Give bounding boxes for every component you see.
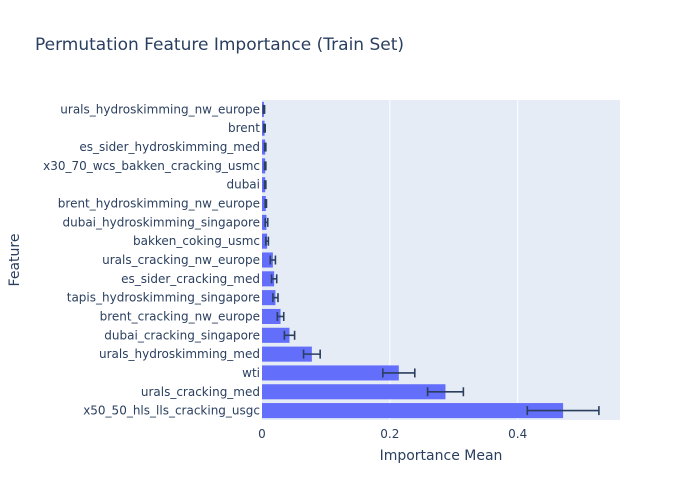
y-tick-label: urals_hydroskimming_nw_europe [60,102,260,116]
chart-title: Permutation Feature Importance (Train Se… [35,35,404,55]
error-bar [276,311,285,321]
error-bar [283,330,296,340]
y-tick-label: brent_hydroskimming_nw_europe [58,197,260,211]
y-tick-label: brent [228,121,260,135]
y-tick-label: es_sider_hydroskimming_med [79,140,260,154]
error-bar [302,349,321,359]
bar [262,384,446,400]
error-bar [426,387,465,397]
bar [262,365,399,381]
y-axis-title: Feature [7,234,23,287]
y-tick-label: bakken_coking_usmc [133,234,260,248]
bar [262,233,268,249]
y-tick-label: wti [242,366,260,380]
error-bar [264,217,269,227]
error-bar [262,104,266,114]
y-tick-label: dubai_cracking_singapore [104,328,260,342]
y-tick-label: dubai_hydroskimming_singapore [62,215,260,229]
error-bar [382,368,416,378]
error-bar [263,142,267,152]
y-tick-label: urals_cracking_med [141,385,260,399]
error-bars [262,104,600,416]
error-bar [263,180,267,190]
x-tick-label: 0.4 [508,427,527,441]
error-bar [263,161,267,171]
bar [262,177,266,193]
error-bar [272,293,279,303]
y-tick-label: x30_70_wcs_bakken_cracking_usmc [43,159,260,173]
bar [262,346,312,362]
x-tick-label: 0.2 [380,427,399,441]
error-bar [270,274,278,284]
bar [262,214,267,230]
error-bar [263,123,266,133]
error-bar [269,255,277,265]
y-tick-label: brent_cracking_nw_europe [100,309,260,323]
y-tick-label: urals_cracking_nw_europe [102,253,260,267]
bar [262,252,273,268]
bar [262,327,290,343]
error-bar [526,406,600,416]
y-tick-label: tapis_hydroskimming_singapore [67,291,260,305]
y-tick-label: es_sider_cracking_med [121,272,260,286]
y-tick-label: x50_50_hls_lls_cracking_usgc [83,404,260,418]
bar [262,139,266,155]
x-axis-title: Importance Mean [380,448,503,464]
bar [262,158,266,174]
y-tick-label: dubai [226,178,260,192]
bar [262,196,266,212]
bar [262,403,564,419]
error-bar [265,236,270,246]
bar [262,308,281,324]
error-bar [264,199,268,209]
x-tick-label: 0 [258,427,266,441]
x-tick-labels: 0 0.2 0.4 [258,427,527,441]
y-tick-label: urals_hydroskimming_med [99,347,260,361]
